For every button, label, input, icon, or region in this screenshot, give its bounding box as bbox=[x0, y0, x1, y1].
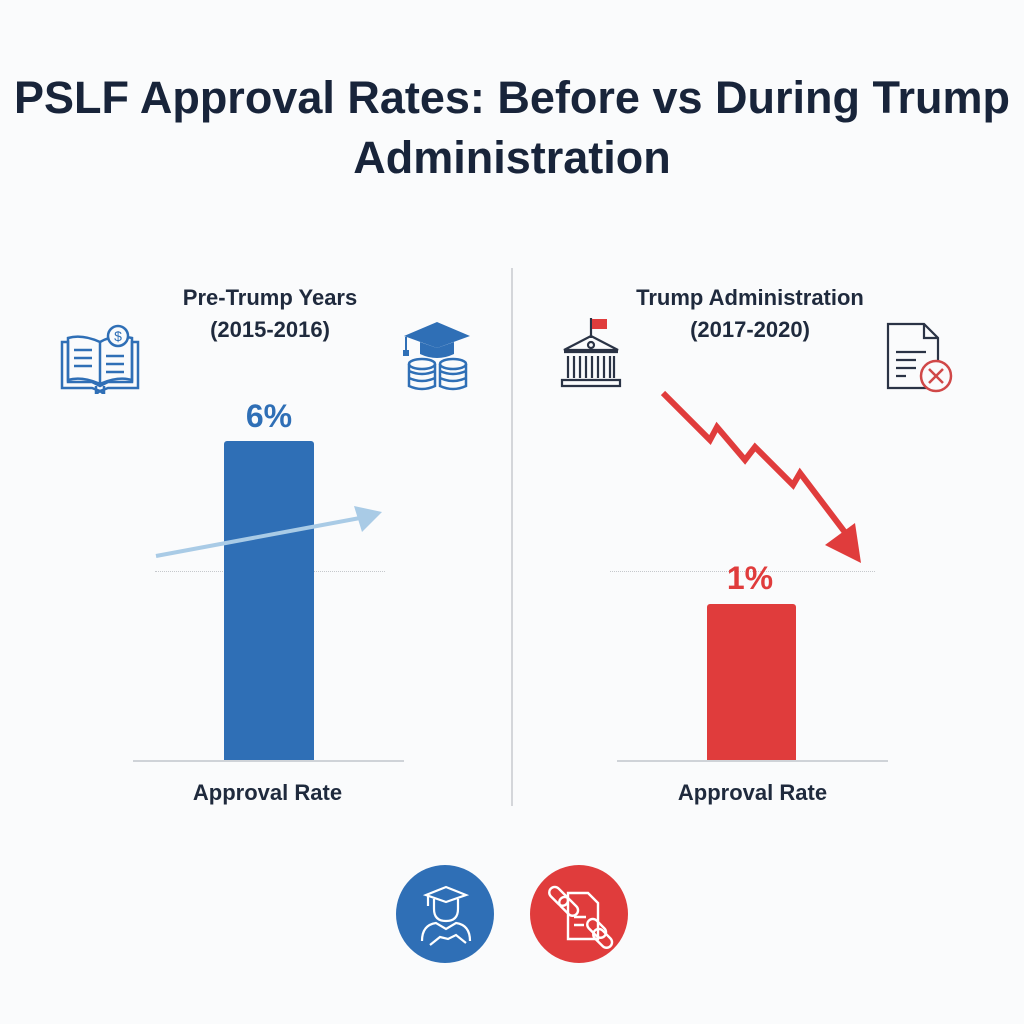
right-value-label: 1% bbox=[726, 560, 774, 596]
left-baseline bbox=[133, 760, 404, 762]
graduate-handshake-icon bbox=[396, 865, 494, 963]
left-panel-title: Pre-Trump Years (2015-2016) bbox=[120, 282, 420, 346]
right-bar bbox=[707, 604, 796, 760]
left-title: Pre-Trump Years bbox=[182, 285, 358, 310]
right-panel-title: Trump Administration (2017-2020) bbox=[590, 282, 910, 346]
chained-document-icon bbox=[530, 865, 628, 963]
svg-text:$: $ bbox=[114, 328, 122, 344]
right-title: Trump Administration bbox=[636, 285, 864, 310]
left-bar bbox=[224, 440, 314, 760]
panel-divider bbox=[511, 268, 513, 806]
chart-title: PSLF Approval Rates: Before vs During Tr… bbox=[14, 72, 1010, 183]
right-subtitle: (2017-2020) bbox=[690, 317, 810, 342]
trend-down-arrow-icon bbox=[660, 390, 861, 563]
government-building-icon bbox=[560, 318, 622, 388]
right-x-label: Approval Rate bbox=[677, 780, 828, 805]
trend-up-arrow-icon bbox=[155, 506, 382, 558]
graduation-cap-coins-icon bbox=[403, 322, 470, 391]
left-value-label: 6% bbox=[245, 398, 293, 434]
left-subtitle: (2015-2016) bbox=[210, 317, 330, 342]
right-reference-line bbox=[610, 571, 875, 572]
left-x-label: Approval Rate bbox=[192, 780, 343, 805]
document-rejected-icon bbox=[886, 322, 953, 393]
book-dollar-icon: $ bbox=[60, 324, 140, 394]
right-baseline bbox=[617, 760, 888, 762]
